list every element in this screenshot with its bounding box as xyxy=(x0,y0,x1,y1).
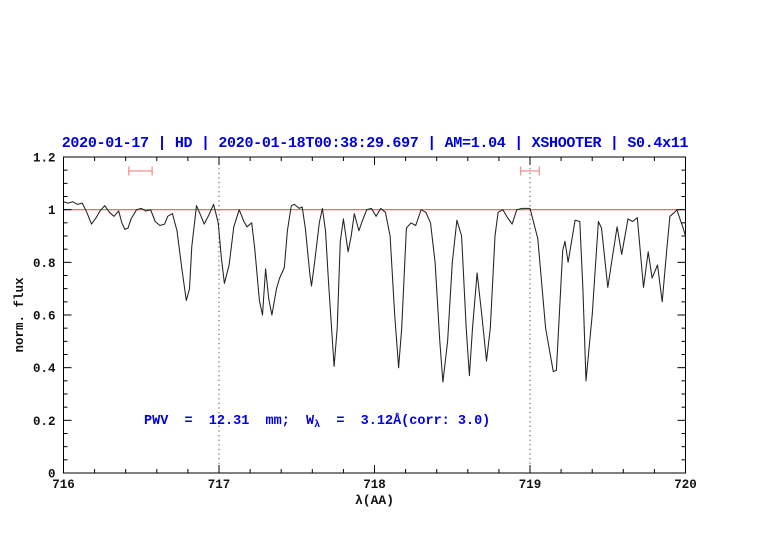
pwv-annotation-subscript: λ xyxy=(314,420,321,431)
axis-tick-labels: 716 717 718 719 720 0 0.2 0.4 0.6 0.8 1 1.2 xyxy=(33,152,697,493)
x-tick-label: 720 xyxy=(674,478,697,492)
line-range-markers xyxy=(128,166,541,176)
y-tick-label: 1 xyxy=(48,204,56,218)
x-tick-label: 719 xyxy=(519,478,542,492)
x-tick-label: 716 xyxy=(52,478,75,492)
pwv-annotation: PWV = 12.31 mm; Wλ = 3.12Å(corr: 3.0) xyxy=(144,414,490,431)
y-tick-label: 0.4 xyxy=(33,362,56,376)
y-tick-label: 0.2 xyxy=(33,415,56,429)
pwv-annotation-prefix: PWV = 12.31 mm; W xyxy=(144,414,315,429)
axis-ticks xyxy=(63,156,686,474)
y-axis-title: norm. flux xyxy=(13,277,27,353)
y-tick-label: 0 xyxy=(48,468,56,482)
y-tick-label: 0.6 xyxy=(33,310,56,324)
x-tick-label: 718 xyxy=(363,478,386,492)
x-axis-title: λ(AA) xyxy=(354,493,394,508)
spectrum-curve xyxy=(63,201,687,383)
y-tick-label: 1.2 xyxy=(33,152,56,166)
plot-title: 2020-01-17 | HD | 2020-01-18T00:38:29.69… xyxy=(61,135,689,152)
x-tick-label: 717 xyxy=(208,478,231,492)
spectrum-series xyxy=(63,201,687,383)
y-tick-label: 0.8 xyxy=(33,257,56,271)
pwv-annotation-suffix: = 3.12Å(corr: 3.0) xyxy=(320,414,491,429)
